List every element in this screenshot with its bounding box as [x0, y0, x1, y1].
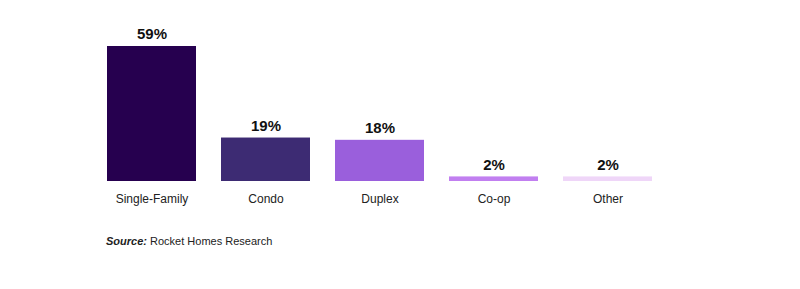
svg-text:19%: 19% [251, 117, 281, 134]
svg-text:18%: 18% [365, 119, 395, 136]
svg-text:2%: 2% [483, 156, 505, 173]
svg-text:Single-Family: Single-Family [116, 192, 189, 206]
svg-text:2%: 2% [597, 156, 619, 173]
svg-text:Condo: Condo [248, 192, 284, 206]
svg-text:Co-op: Co-op [478, 192, 511, 206]
svg-text:59%: 59% [137, 25, 167, 42]
svg-text:Duplex: Duplex [361, 192, 398, 206]
html-text:Source: Rocket Homes Research: Source: Rocket Homes Research [106, 235, 273, 247]
svg-text:Other: Other [593, 192, 623, 206]
